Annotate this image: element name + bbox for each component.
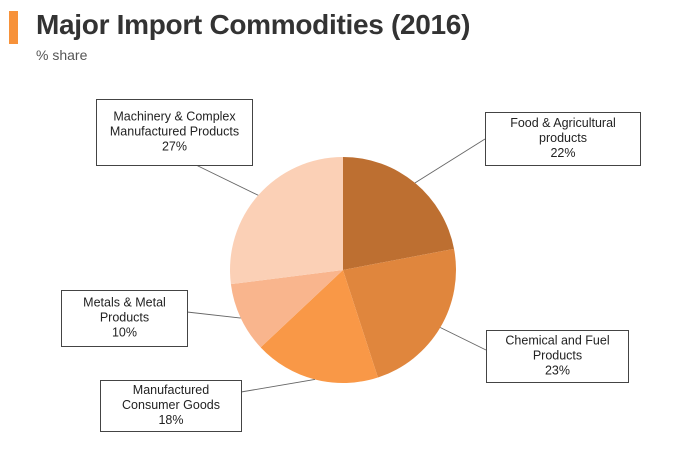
title-accent-bar xyxy=(9,11,18,44)
data-label-category: Food & Agricultural xyxy=(510,116,616,130)
pie-slice-food-agricultural-products xyxy=(343,157,454,270)
data-label-category: Metals & Metal xyxy=(83,296,166,310)
leader-line-metals-metal-products xyxy=(186,311,241,319)
callout-box xyxy=(486,330,629,383)
chart-subtitle: % share xyxy=(36,47,88,63)
data-label-category: Products xyxy=(100,311,149,325)
data-label-category: Machinery & Complex xyxy=(113,110,236,124)
data-label-value: 27% xyxy=(162,140,187,154)
data-label-category: Manufactured Products xyxy=(110,125,239,139)
data-label-value: 23% xyxy=(545,364,570,378)
pie-slice-machinery-complex-manufactured-products xyxy=(229,157,343,285)
data-label-category: Manufactured xyxy=(133,383,209,397)
data-label-category: Chemical and Fuel xyxy=(505,334,609,348)
chart-title: Major Import Commodities (2016) xyxy=(36,9,471,40)
pie-slice-metals-metal-products xyxy=(230,270,343,348)
leader-line-manufactured-consumer-goods xyxy=(240,379,315,393)
callout-box xyxy=(96,99,253,166)
callout-box xyxy=(100,380,242,432)
callout-box xyxy=(485,112,641,166)
data-label-value: 22% xyxy=(550,146,575,160)
leader-line-food-agricultural-products xyxy=(414,138,486,184)
data-label-category: products xyxy=(539,131,587,145)
data-label-category: Products xyxy=(533,349,582,363)
data-label-value: 18% xyxy=(158,413,183,427)
leader-line-machinery-complex-manufactured-products xyxy=(195,164,259,196)
data-label-category: Consumer Goods xyxy=(122,398,220,412)
pie-slice-chemical-and-fuel-products xyxy=(343,248,457,378)
data-label-value: 10% xyxy=(112,326,137,340)
pie-slice-manufactured-consumer-goods xyxy=(260,270,378,383)
leader-line-chemical-and-fuel-products xyxy=(440,327,487,351)
callout-box xyxy=(61,290,188,347)
